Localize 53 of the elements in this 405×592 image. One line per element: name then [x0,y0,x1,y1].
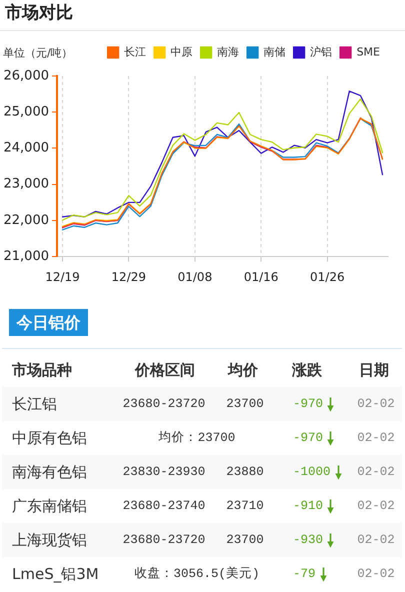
text: 23680-23720 [122,397,206,411]
text: 02-02 [357,567,395,581]
y-tick-label: 26,000 [4,68,49,84]
chart-title: 市场对比 [5,2,73,24]
category-label: 上海现货铝 [12,531,87,549]
text: 23880 [226,465,264,479]
category-label: 涨跌 [292,360,322,381]
text: 今日铝价 [9,309,88,336]
text: -910 [293,499,324,513]
legend-label: 南储 [264,45,286,58]
y-tick-label: 23,000 [4,176,49,192]
x-tick-label: 01/08 [178,270,212,284]
legend-label: 长江 [124,45,146,58]
category-label: 广东南储铝 [12,497,87,515]
text: 02-02 [357,431,395,445]
text: 23700 [226,397,264,411]
text: 23680-23740 [122,499,206,513]
text: 均价：23700 [158,431,236,445]
text: -1000 [293,465,331,479]
text: 02-02 [357,397,395,411]
text: -930 [293,533,324,547]
category-label: 长江铝 [12,395,57,413]
text: -79 [293,567,316,581]
category-label: 日期 [359,360,389,381]
text: 23680-23720 [122,533,206,547]
y-tick-label: 21,000 [4,248,49,264]
legend-label: 沪铝 [310,45,332,58]
category-label: LmeS_铝3M [12,565,99,583]
text: 23710 [226,499,264,513]
category-label: 市场品种 [12,360,72,381]
legend-label: 中原 [170,45,193,58]
text: 23700 [226,533,264,547]
text: -970 [293,431,324,445]
x-tick-label: 12/29 [111,270,146,284]
text: 23830-23930 [122,465,206,479]
category-label: 价格区间 [135,360,195,381]
text: 02-02 [357,499,395,513]
category-label: 均价 [228,360,258,381]
category-label: 南海有色铝 [12,463,87,481]
x-tick-label: 01/26 [310,270,345,284]
y-tick-label: 24,000 [4,140,49,156]
category-label: 中原有色铝 [12,429,87,447]
legend-label: SME [356,45,380,58]
text: 02-02 [357,465,395,479]
x-tick-label: 12/19 [45,270,80,284]
y-tick-label: 25,000 [4,104,49,120]
text: 收盘：3056.5(美元) [134,567,260,581]
text: -970 [293,397,324,411]
legend-label: 南海 [217,45,240,58]
text: 02-02 [357,533,395,547]
x-tick-label: 01/16 [244,270,278,284]
y-tick-label: 22,000 [4,212,49,228]
y-axis-title: 单位（元/吨） [3,46,73,60]
